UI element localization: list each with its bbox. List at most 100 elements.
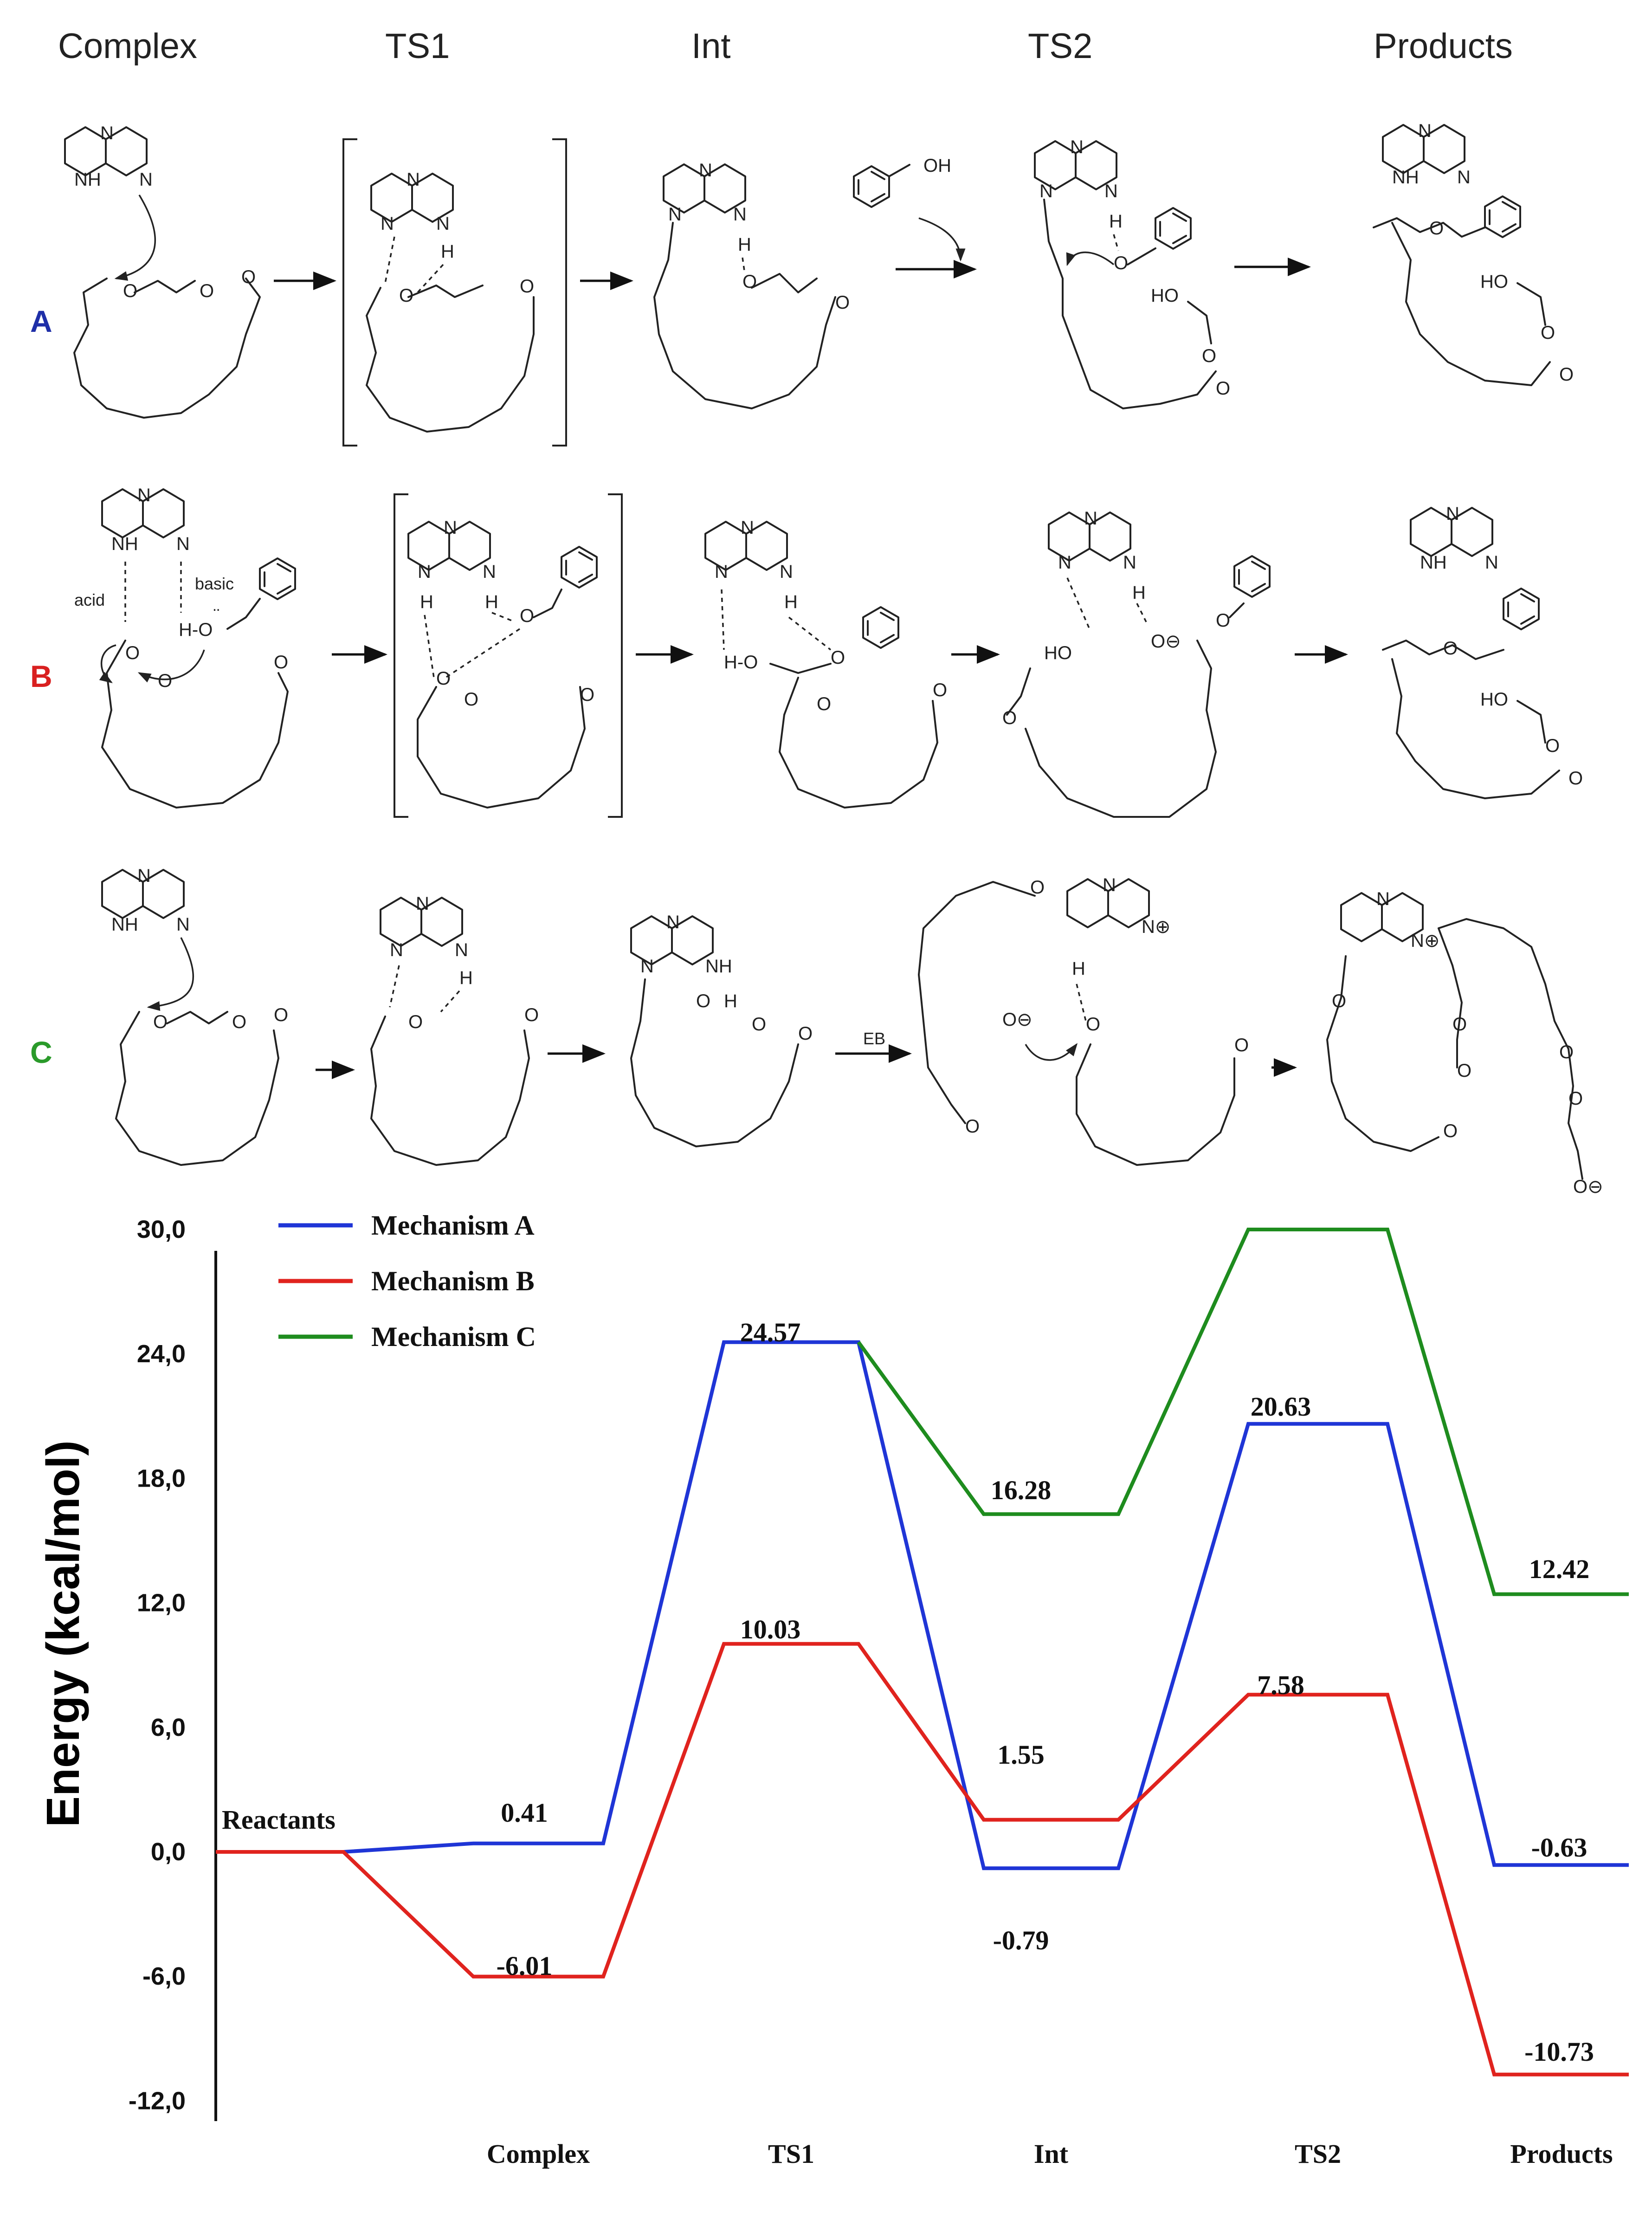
svg-text:O⊖: O⊖ (1151, 631, 1181, 652)
value-label: 10.03 (740, 1614, 801, 1644)
svg-text:O: O (1234, 1035, 1249, 1055)
svg-text:H: H (784, 592, 798, 612)
value-label: 7.58 (1257, 1670, 1304, 1700)
svg-text:O: O (1568, 768, 1583, 789)
svg-text:O: O (1443, 1121, 1458, 1141)
svg-text:O: O (752, 1014, 766, 1035)
molecule-products-a: N NH N O HO O O (1373, 121, 1574, 386)
svg-text:HO: HO (1480, 689, 1508, 710)
svg-text:O: O (464, 689, 478, 710)
legend-label: Mechanism A (371, 1210, 535, 1241)
svg-text:NH: NH (1392, 167, 1419, 188)
y-tick-label: 30,0 (137, 1216, 186, 1243)
molecule-products-b: N NH N O HO O O (1382, 504, 1583, 799)
svg-text:O: O (696, 991, 710, 1011)
svg-text:NH: NH (705, 956, 732, 977)
svg-text:basic: basic (195, 574, 234, 593)
legend-label: Mechanism B (371, 1266, 535, 1296)
svg-text:O: O (1568, 1088, 1583, 1109)
svg-text:O⊖: O⊖ (1002, 1009, 1032, 1030)
reactants-label: Reactants (222, 1805, 336, 1835)
svg-text:O: O (241, 267, 256, 287)
molecule-ts1-b: N N N H H O O O O (394, 493, 623, 818)
svg-text:NH: NH (1420, 552, 1447, 573)
svg-text:O: O (520, 606, 534, 626)
svg-text:¨: ¨ (213, 606, 219, 626)
svg-text:H: H (1109, 211, 1123, 232)
value-label: -6.01 (497, 1951, 553, 1981)
svg-text:HO: HO (1044, 643, 1072, 663)
molecule-ts2-c: N N⊕ H O O⊖ O O O (918, 875, 1249, 1166)
svg-text:N: N (418, 562, 431, 582)
svg-text:H: H (1072, 958, 1085, 979)
series-layer (216, 1228, 1629, 2077)
svg-text:N: N (699, 160, 712, 181)
svg-text:H-O: H-O (724, 652, 758, 673)
svg-text:N: N (139, 169, 153, 190)
svg-text:O: O (200, 281, 214, 301)
svg-text:NH: NH (74, 169, 101, 190)
x-ticks: Complex TS1 Int TS2 Products (487, 2139, 1613, 2169)
legend-label: Mechanism C (371, 1321, 536, 1352)
molecule-complex-c: N NH N O O O (101, 866, 288, 1166)
svg-text:N: N (1104, 181, 1118, 201)
scheme-row-a: N NH N O O O N N N H O O (64, 121, 1574, 446)
svg-text:NH: NH (111, 914, 138, 935)
row-label-c: C (30, 1035, 52, 1069)
svg-text:N: N (455, 940, 468, 960)
svg-text:O: O (831, 647, 845, 668)
svg-text:N: N (390, 940, 403, 960)
svg-text:N: N (416, 893, 429, 914)
svg-text:O: O (274, 652, 288, 673)
stage-header-products: Products (1374, 26, 1513, 66)
svg-text:O: O (232, 1012, 246, 1032)
y-axis-label: Energy (kcal/mol) (37, 1440, 89, 1827)
row-labels: A B C (30, 304, 52, 1069)
svg-text:N: N (483, 562, 496, 582)
y-tick-label: 24,0 (137, 1340, 186, 1368)
svg-text:O: O (1545, 736, 1560, 756)
x-tick-label: TS1 (768, 2139, 814, 2169)
value-label: -10.73 (1524, 2037, 1594, 2067)
svg-text:O: O (580, 685, 594, 705)
svg-text:H: H (420, 592, 433, 612)
svg-text:N: N (100, 123, 114, 143)
value-label: 24.57 (740, 1317, 801, 1347)
svg-text:O: O (933, 680, 947, 700)
molecule-ts1-c: N N N H O O (370, 893, 539, 1166)
svg-text:H: H (724, 991, 737, 1011)
svg-text:N: N (407, 169, 420, 190)
value-label: -0.63 (1531, 1832, 1587, 1863)
stage-header-ts1: TS1 (385, 26, 450, 66)
svg-text:O: O (1202, 346, 1216, 366)
svg-text:H: H (485, 592, 498, 612)
y-tick-label: -12,0 (129, 2087, 186, 2115)
molecule-ts1-a: N N N H O O (342, 138, 567, 446)
svg-text:H: H (738, 234, 751, 255)
svg-text:N: N (1485, 552, 1498, 573)
svg-text:N: N (1070, 137, 1084, 157)
svg-text:H: H (459, 968, 473, 988)
value-label: 16.28 (991, 1475, 1052, 1505)
svg-text:H: H (441, 241, 454, 262)
molecule-complex-a: N NH N O O O (64, 123, 261, 419)
y-tick-label: -6,0 (142, 1962, 186, 1990)
y-tick-label: 18,0 (137, 1464, 186, 1492)
svg-text:O: O (1216, 378, 1230, 399)
svg-text:N: N (640, 956, 654, 977)
svg-text:O: O (817, 694, 831, 714)
value-label: 0.41 (501, 1798, 548, 1828)
svg-text:N: N (715, 562, 728, 582)
svg-text:O: O (520, 276, 534, 297)
svg-text:N: N (733, 204, 747, 225)
svg-text:acid: acid (74, 590, 105, 609)
series-line-mechanism-a (216, 1340, 1629, 1870)
svg-text:NH: NH (111, 534, 138, 554)
eb-label: EB (863, 1029, 885, 1048)
svg-text:H: H (1132, 582, 1146, 603)
series-line-mechanism-b (216, 1642, 1629, 2077)
svg-text:N: N (436, 214, 450, 234)
value-label: 12.42 (1529, 1554, 1590, 1584)
svg-text:HO: HO (1151, 285, 1179, 306)
